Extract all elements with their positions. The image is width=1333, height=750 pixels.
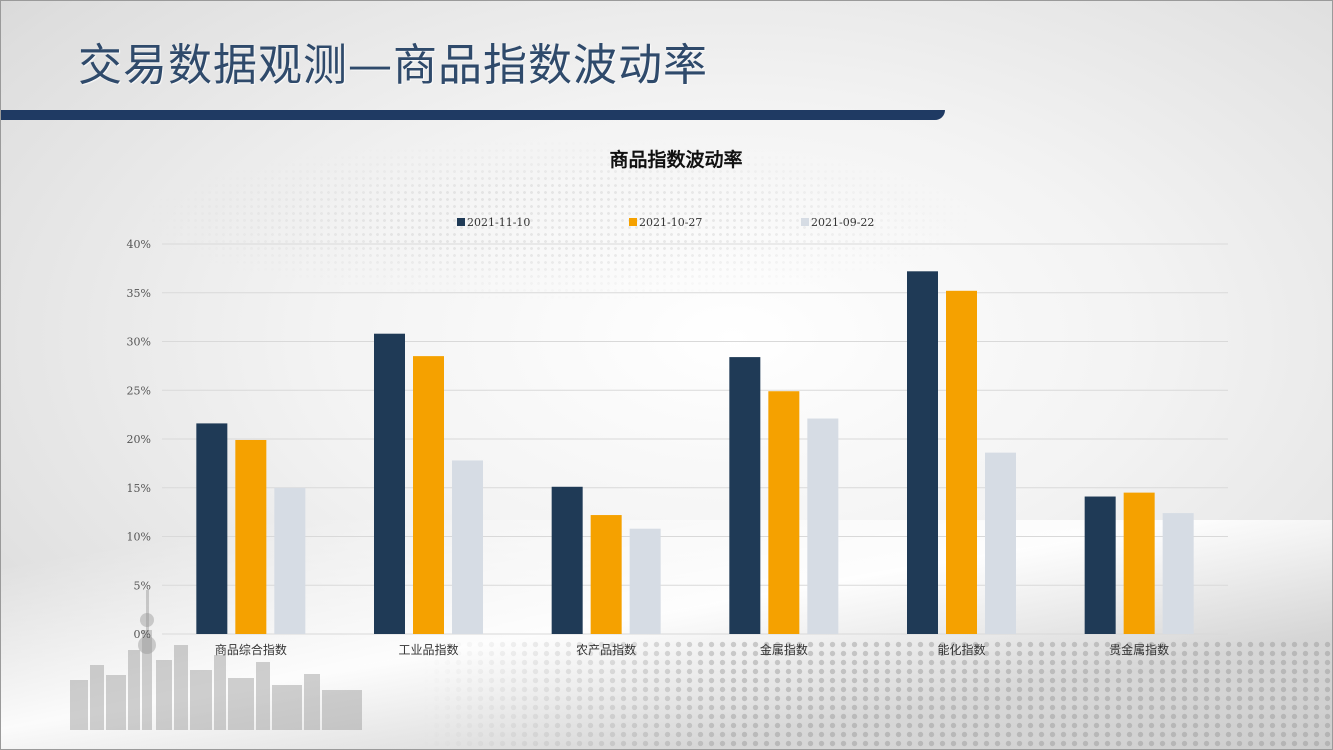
y-tick-label: 35%: [127, 287, 151, 300]
x-tick-label: 工业品指数: [398, 642, 458, 657]
bar-2021-09-22-农产品指数: [629, 528, 661, 634]
bar-2021-09-22-能化指数: [985, 452, 1016, 634]
bar-2021-11-10-商品综合指数: [196, 423, 228, 634]
bar-2021-11-10-金属指数: [729, 357, 761, 634]
legend-swatch: [629, 218, 637, 226]
bar-2021-10-27-农产品指数: [590, 515, 622, 634]
dot-floor-decoration: [420, 640, 1333, 750]
x-tick-label: 能化指数: [937, 642, 985, 657]
x-tick-label: 商品综合指数: [215, 642, 287, 657]
legend-swatch: [457, 218, 465, 226]
bar-2021-11-10-能化指数: [907, 271, 938, 634]
legend-label: 2021-11-10: [467, 216, 530, 229]
bar-2021-09-22-商品综合指数: [274, 487, 306, 634]
y-tick-label: 5%: [134, 579, 151, 592]
y-tick-label: 10%: [127, 531, 151, 544]
bar-2021-09-22-工业品指数: [452, 460, 483, 634]
city-skyline-decoration: [70, 590, 362, 730]
y-tick-label: 15%: [127, 482, 151, 495]
y-tick-label: 30%: [127, 336, 151, 349]
y-tick-label: 20%: [127, 433, 151, 446]
legend-label: 2021-09-22: [811, 216, 874, 229]
title-underline-bar: [0, 110, 945, 120]
x-tick-label: 农产品指数: [576, 642, 636, 657]
bar-2021-10-27-能化指数: [946, 290, 977, 634]
bar-2021-10-27-工业品指数: [413, 356, 444, 634]
y-tick-label: 40%: [127, 238, 151, 251]
chart-title: 商品指数波动率: [609, 148, 742, 171]
bar-2021-11-10-贵金属指数: [1084, 496, 1116, 634]
y-tick-label: 25%: [127, 384, 151, 397]
bar-2021-10-27-贵金属指数: [1123, 492, 1155, 634]
page-title: 交易数据观测—商品指数波动率: [78, 40, 708, 91]
x-tick-label: 金属指数: [760, 642, 808, 657]
y-tick-label: 0%: [134, 628, 151, 641]
bar-2021-10-27-商品综合指数: [235, 439, 267, 634]
bar-2021-11-10-工业品指数: [374, 333, 405, 634]
legend-swatch: [801, 218, 809, 226]
bar-2021-10-27-金属指数: [768, 391, 800, 634]
world-dot-map-decoration: [150, 140, 970, 300]
bar-2021-09-22-贵金属指数: [1162, 513, 1194, 634]
bar-2021-09-22-金属指数: [807, 418, 839, 634]
bar-2021-11-10-农产品指数: [551, 486, 583, 634]
x-tick-label: 贵金属指数: [1109, 642, 1169, 657]
legend-label: 2021-10-27: [639, 216, 702, 229]
